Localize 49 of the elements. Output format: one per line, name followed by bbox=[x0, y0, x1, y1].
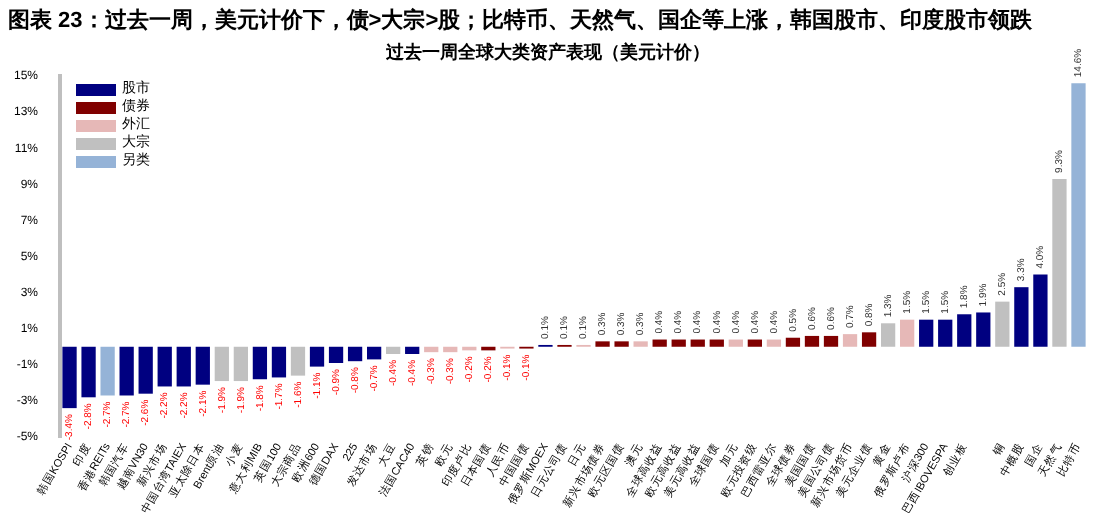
bar bbox=[957, 314, 972, 347]
bar bbox=[614, 341, 629, 347]
bar bbox=[290, 346, 306, 376]
bar bbox=[690, 339, 705, 347]
bar bbox=[919, 319, 934, 347]
bar bbox=[1014, 287, 1029, 347]
bar bbox=[100, 346, 115, 396]
bar bbox=[309, 346, 325, 367]
bar bbox=[995, 301, 1010, 347]
bar bbox=[823, 335, 839, 347]
bar bbox=[880, 323, 896, 347]
bar bbox=[747, 339, 762, 347]
chart-title: 图表 23：过去一周，美元计价下，债>大宗>股；比特币、天然气、国企等上涨，韩国股市、印度股市领跌 bbox=[8, 7, 1035, 34]
bar bbox=[804, 335, 820, 347]
bar bbox=[785, 337, 801, 347]
bar bbox=[709, 339, 724, 347]
bar bbox=[233, 346, 249, 382]
bar bbox=[119, 346, 134, 396]
bar bbox=[81, 346, 96, 398]
chart-subtitle: 过去一周全球大类资产表现（美元计价） bbox=[384, 42, 710, 63]
bar bbox=[595, 341, 610, 347]
bar bbox=[652, 339, 667, 347]
bar bbox=[405, 346, 420, 354]
bar bbox=[938, 319, 953, 347]
bar bbox=[214, 346, 229, 382]
bar bbox=[138, 346, 153, 394]
bar bbox=[1052, 178, 1067, 347]
bar bbox=[443, 346, 458, 353]
bar bbox=[861, 332, 877, 347]
bar bbox=[424, 346, 439, 353]
bar bbox=[766, 339, 782, 347]
bar bbox=[328, 346, 344, 363]
bar bbox=[386, 346, 401, 354]
bar bbox=[728, 339, 743, 347]
bar bbox=[633, 341, 648, 347]
bar bbox=[347, 346, 363, 362]
bar bbox=[157, 346, 172, 387]
bar bbox=[976, 312, 991, 347]
bar bbox=[62, 346, 77, 409]
bar bbox=[1033, 274, 1048, 347]
bar bbox=[842, 334, 858, 347]
bar bbox=[252, 346, 268, 380]
bar bbox=[176, 346, 191, 387]
bar bbox=[271, 346, 287, 378]
bar bbox=[1071, 83, 1086, 347]
bar bbox=[366, 346, 382, 360]
bar bbox=[195, 346, 210, 385]
bar bbox=[900, 319, 915, 347]
bar bbox=[671, 339, 686, 347]
